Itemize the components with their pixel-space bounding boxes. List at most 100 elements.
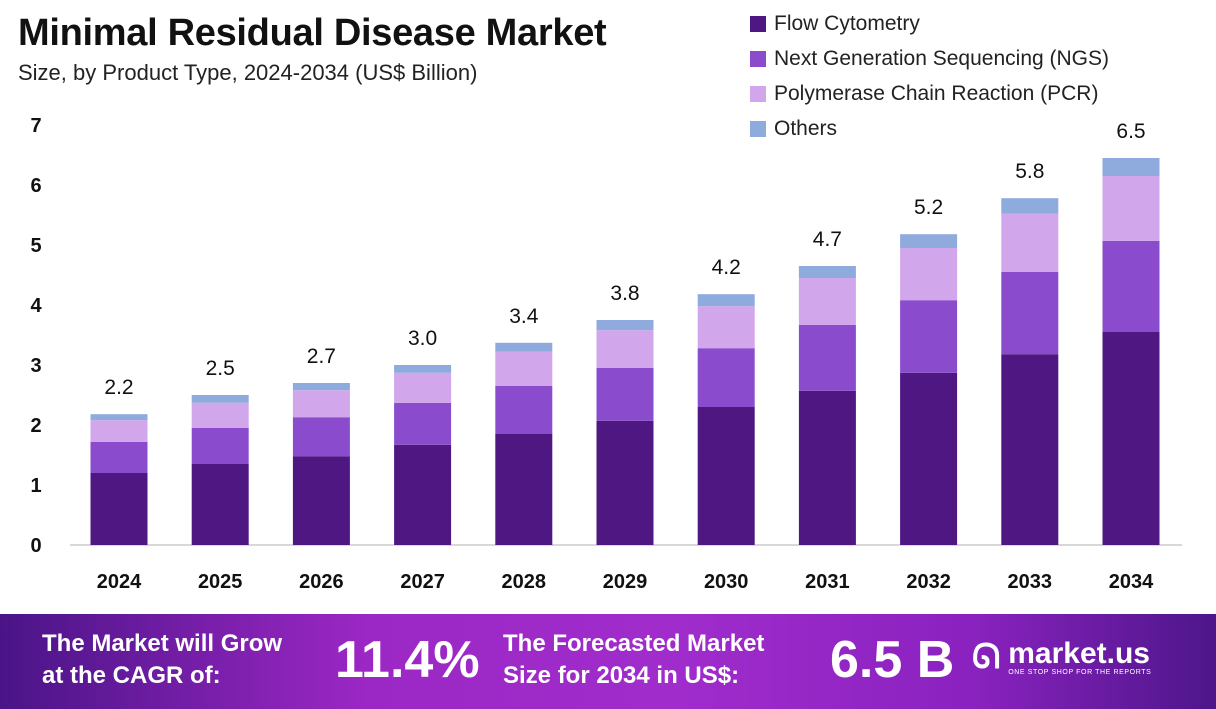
bar-segment-others xyxy=(900,234,958,248)
market-us-logo: ᘏ market.us ONE STOP SHOP FOR THE REPORT… xyxy=(972,638,1151,677)
bar-segment-polymerase-chain-reaction-pcr- xyxy=(191,402,249,428)
x-tick-label: 2030 xyxy=(704,571,749,593)
bar-segment-flow-cytometry xyxy=(900,372,958,545)
legend-swatch xyxy=(750,15,766,32)
bar-segment-flow-cytometry xyxy=(191,464,249,545)
x-tick-label: 2028 xyxy=(502,571,547,593)
bar-segment-others xyxy=(292,383,350,391)
bar-segment-flow-cytometry xyxy=(90,473,148,545)
x-tick-label: 2027 xyxy=(400,571,445,593)
bar-segment-next-generation-sequencing-ngs- xyxy=(292,417,350,457)
bar-segment-next-generation-sequencing-ngs- xyxy=(1001,272,1059,355)
total-label: 4.7 xyxy=(813,228,842,251)
legend-swatch xyxy=(750,85,766,102)
x-tick-label: 2026 xyxy=(299,571,344,593)
total-label: 3.8 xyxy=(610,282,639,305)
legend-item-ngs: Next Generation Sequencing (NGS) xyxy=(750,41,1109,76)
x-tick-label: 2034 xyxy=(1109,571,1154,593)
bar-segment-polymerase-chain-reaction-pcr- xyxy=(90,420,148,442)
legend-item-pcr: Polymerase Chain Reaction (PCR) xyxy=(750,76,1109,111)
x-tick-label: 2025 xyxy=(198,571,243,593)
logo-name: market.us xyxy=(1008,637,1150,670)
legend-swatch xyxy=(750,120,766,137)
bar-segment-polymerase-chain-reaction-pcr- xyxy=(394,372,452,403)
bar-segment-others xyxy=(1102,158,1160,176)
legend-label: Others xyxy=(774,116,838,140)
bar-segment-flow-cytometry xyxy=(697,407,755,545)
x-tick-label: 2031 xyxy=(805,571,850,593)
bar-segment-flow-cytometry xyxy=(798,390,856,545)
total-label: 2.5 xyxy=(206,357,235,380)
legend-label: Flow Cytometry xyxy=(774,11,920,35)
logo-icon: ᘏ xyxy=(972,638,1001,676)
cagr-label-line: The Market will Grow xyxy=(42,630,283,657)
forecast-label-line: The Forecasted Market xyxy=(503,630,765,657)
bar-segment-flow-cytometry xyxy=(495,434,553,545)
bar-segment-flow-cytometry xyxy=(596,420,654,545)
cagr-label: The Market will Grow at the CAGR of: xyxy=(42,628,282,692)
bar-segment-next-generation-sequencing-ngs- xyxy=(495,386,553,434)
y-tick-label: 2 xyxy=(30,415,41,437)
bar-segment-others xyxy=(596,320,654,331)
bar-segment-others xyxy=(495,342,553,352)
bar-segment-next-generation-sequencing-ngs- xyxy=(394,402,452,445)
legend-swatch xyxy=(750,50,766,67)
forecast-value: 6.5 B xyxy=(830,631,955,689)
bar-segment-polymerase-chain-reaction-pcr- xyxy=(900,248,958,301)
bar-segment-others xyxy=(191,395,249,403)
x-tick-label: 2029 xyxy=(603,571,648,593)
total-label: 6.5 xyxy=(1116,120,1145,143)
bar-segment-others xyxy=(90,414,148,421)
forecast-label-line: Size for 2034 in US$: xyxy=(503,662,740,689)
bar-segment-flow-cytometry xyxy=(1102,332,1160,545)
bar-segment-next-generation-sequencing-ngs- xyxy=(191,428,249,464)
y-tick-label: 6 xyxy=(30,175,41,197)
legend-label: Polymerase Chain Reaction (PCR) xyxy=(774,81,1099,105)
bar-segment-next-generation-sequencing-ngs- xyxy=(900,300,958,373)
x-tick-label: 2033 xyxy=(1008,571,1053,593)
legend: Flow Cytometry Next Generation Sequencin… xyxy=(750,6,1109,146)
chart-subtitle: Size, by Product Type, 2024-2034 (US$ Bi… xyxy=(18,60,478,85)
cagr-label-line: at the CAGR of: xyxy=(42,662,221,689)
bar-segment-flow-cytometry xyxy=(1001,354,1059,545)
total-label: 3.0 xyxy=(408,327,437,350)
y-tick-label: 3 xyxy=(30,355,41,377)
legend-item-others: Others xyxy=(750,111,1109,146)
bar-segment-others xyxy=(798,266,856,278)
bar-segment-flow-cytometry xyxy=(292,456,350,545)
footer-banner: The Market will Grow at the CAGR of: 11.… xyxy=(0,614,1216,709)
total-label: 4.2 xyxy=(712,256,741,279)
bar-segment-polymerase-chain-reaction-pcr- xyxy=(596,330,654,368)
bar-segment-polymerase-chain-reaction-pcr- xyxy=(1001,213,1059,272)
total-label: 5.8 xyxy=(1015,160,1044,183)
total-label: 3.4 xyxy=(509,305,539,328)
bar-segment-next-generation-sequencing-ngs- xyxy=(90,441,148,473)
bar-segment-polymerase-chain-reaction-pcr- xyxy=(1102,176,1160,241)
chart-title: Minimal Residual Disease Market xyxy=(18,12,607,54)
bar-chart: 0 1 2 3 4 5 6 7 2.2 2024 2.5 2025 2.7 2026 3.0 2027 3.4 2… xyxy=(30,115,1182,593)
bar-segment-next-generation-sequencing-ngs- xyxy=(798,324,856,391)
bar-segment-polymerase-chain-reaction-pcr- xyxy=(697,306,755,349)
y-tick-label: 7 xyxy=(30,115,41,137)
y-tick-label: 5 xyxy=(30,235,41,257)
bar-segment-polymerase-chain-reaction-pcr- xyxy=(292,390,350,418)
bar-segment-next-generation-sequencing-ngs- xyxy=(1102,240,1160,332)
bar-segment-others xyxy=(697,294,755,307)
bar-segment-next-generation-sequencing-ngs- xyxy=(697,348,755,407)
forecast-label: The Forecasted Market Size for 2034 in U… xyxy=(503,628,764,692)
bar-segment-polymerase-chain-reaction-pcr- xyxy=(798,278,856,325)
y-tick-label: 1 xyxy=(30,475,41,497)
bar-segment-others xyxy=(1001,198,1059,214)
legend-item-flow-cytometry: Flow Cytometry xyxy=(750,6,1109,41)
bar-segment-next-generation-sequencing-ngs- xyxy=(596,368,654,421)
x-tick-label: 2024 xyxy=(97,571,142,593)
cagr-value: 11.4% xyxy=(335,631,480,689)
bar-segment-others xyxy=(394,365,452,373)
bar-segment-polymerase-chain-reaction-pcr- xyxy=(495,351,553,386)
y-tick-label: 0 xyxy=(30,535,41,557)
y-tick-label: 4 xyxy=(30,295,42,317)
total-label: 2.7 xyxy=(307,345,336,368)
bar-segment-flow-cytometry xyxy=(394,444,452,545)
legend-label: Next Generation Sequencing (NGS) xyxy=(774,46,1110,70)
total-label: 2.2 xyxy=(104,376,133,399)
